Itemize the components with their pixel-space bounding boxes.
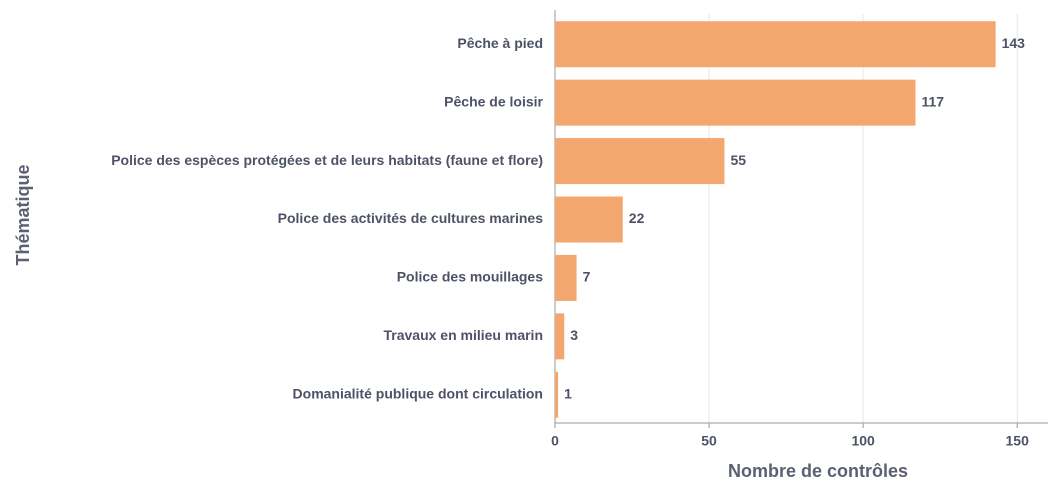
value-label: 7: [583, 269, 591, 285]
bar: [555, 21, 996, 68]
value-label: 22: [629, 210, 645, 226]
bar: [555, 196, 623, 243]
value-label: 55: [730, 152, 746, 168]
x-axis-title: Nombre de contrôles: [728, 461, 908, 481]
value-label: 143: [1002, 35, 1026, 51]
y-tick-label: Travaux en milieu marin: [383, 327, 543, 343]
value-label: 3: [570, 327, 578, 343]
x-tick-label: 50: [701, 433, 717, 449]
bar: [555, 254, 577, 301]
value-label: 117: [922, 93, 945, 109]
bar: [555, 371, 559, 418]
y-axis-title: Thématique: [13, 164, 33, 265]
y-tick-label: Pêche à pied: [457, 35, 543, 51]
bar: [555, 313, 565, 360]
y-tick-label: Police des espèces protégées et de leurs…: [111, 152, 543, 168]
bar: [555, 79, 916, 126]
y-tick-label: Police des mouillages: [397, 269, 543, 285]
y-tick-label: Pêche de loisir: [444, 93, 543, 109]
bar: [555, 138, 725, 185]
value-label: 1: [564, 385, 572, 401]
y-tick-label: Police des activités de cultures marines: [278, 210, 544, 226]
x-tick-label: 100: [851, 433, 875, 449]
x-tick-label: 150: [1006, 433, 1030, 449]
x-tick-label: 0: [551, 433, 559, 449]
y-tick-label: Domanialité publique dont circulation: [293, 385, 543, 401]
